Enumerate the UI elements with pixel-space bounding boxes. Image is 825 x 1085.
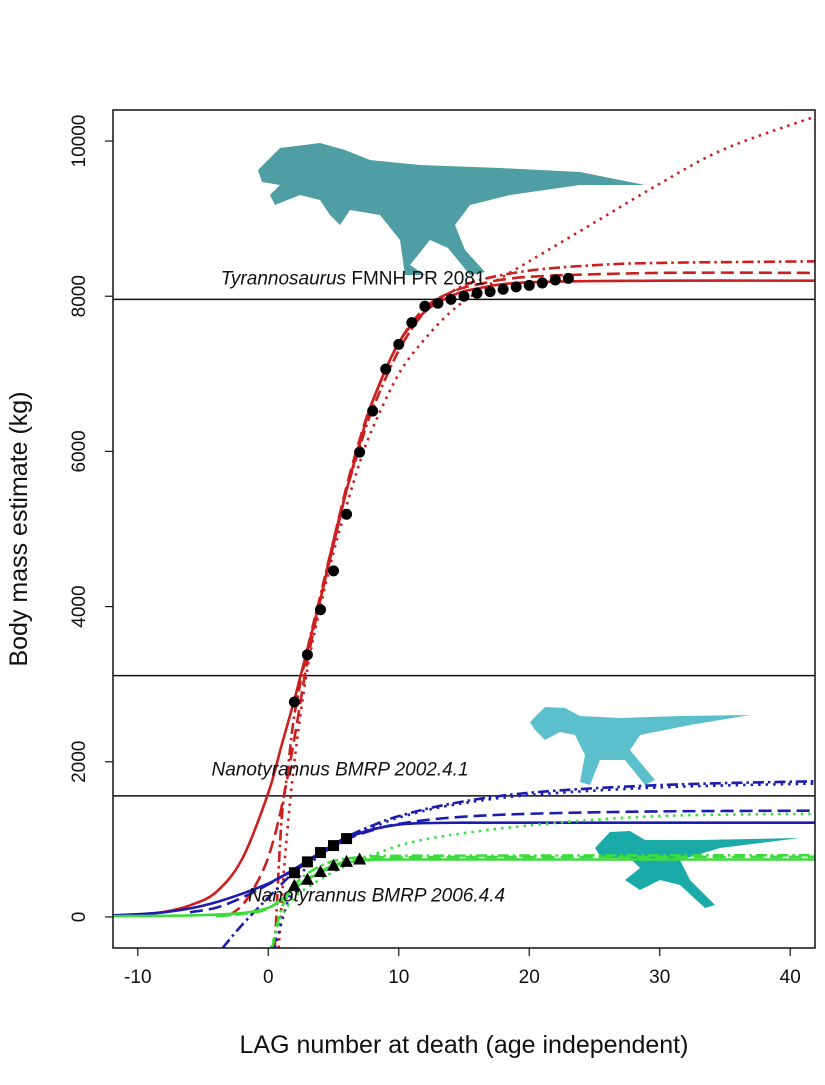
y-tick-label: 10000 [69,115,90,168]
curve-dotdash [221,779,815,948]
specimen-genus: Nanotyrannus BMRP 2002.4.1 [212,760,469,781]
y-tick-label: 4000 [69,585,90,627]
data-point-triangle [340,854,354,867]
data-point-triangle [287,878,301,891]
data-point-circle [445,293,457,305]
data-point-circle [367,405,379,417]
data-point-circle [471,287,483,299]
silhouettes [258,143,800,908]
y-tick-label: 8000 [69,275,90,317]
data-point-circle [536,277,548,289]
data-point-triangle [313,864,327,877]
data-point-circle [328,565,340,577]
data-point-triangle [353,852,367,865]
x-tick-label: 0 [263,967,274,988]
nanotyrannus-2006-silhouette [595,831,800,908]
y-axis-label: Body mass estimate (kg) [5,391,33,666]
nanotyrannus-2002-silhouette [530,707,750,785]
data-point-circle [458,290,470,302]
data-point-circle [393,338,405,350]
curve-dotdash [270,854,815,948]
x-tick-label: 10 [388,967,409,988]
specimen-genus: Tyrannosaurus [221,269,347,290]
specimen-label: Nanotyrannus BMRP 2006.4.4 [248,885,505,906]
data-points [287,272,574,891]
data-point-square [314,847,326,859]
fitted-curves [113,115,815,948]
data-point-square [328,840,340,852]
y-tick-label: 0 [69,912,90,923]
data-point-circle [523,279,535,291]
curve-solid [113,279,815,918]
x-tick-label: 30 [649,967,670,988]
x-axis-label: LAG number at death (age independent) [240,1031,689,1059]
data-point-circle [549,274,561,286]
curve-dashed [228,271,815,917]
x-tick-label: 40 [780,967,801,988]
y-tick-label: 2000 [69,741,90,783]
data-point-circle [484,286,496,298]
y-axis: 0 2000 4000 6000 8000 10000 [69,115,113,923]
y-tick-label: 6000 [69,430,90,472]
data-point-triangle [327,858,341,871]
data-point-circle [288,696,300,708]
specimen-label: Nanotyrannus BMRP 2002.4.1 [212,760,469,781]
specimen-label: Tyrannosaurus FMNH PR 2081 [221,269,486,290]
specimen-genus: Nanotyrannus BMRP 2006.4.4 [248,885,505,906]
data-point-circle [301,649,313,661]
data-point-circle [419,300,431,312]
data-point-square [301,856,313,868]
x-tick-label: 20 [519,967,540,988]
x-axis: -10 0 10 20 30 40 [124,948,801,988]
data-point-circle [432,297,444,309]
data-point-circle [314,604,326,616]
data-point-triangle [300,872,314,885]
tyrannosaurus-silhouette [258,143,645,275]
data-point-circle [562,272,574,284]
annotations: Tyrannosaurus FMNH PR 2081 Nanotyrannus B… [212,269,506,907]
data-point-circle [406,317,418,329]
curve-dashed [189,809,815,914]
curve-dotted [277,115,815,948]
data-point-square [288,867,300,879]
data-point-circle [341,508,353,520]
plot-frame [112,109,816,949]
data-point-circle [380,363,392,375]
x-tick-label: -10 [124,967,151,988]
data-point-circle [497,283,509,295]
curve-dotted [273,782,815,948]
data-point-circle [510,281,522,293]
specimen-id: FMNH PR 2081 [346,269,485,290]
data-point-circle [354,446,366,458]
data-point-square [341,833,353,845]
